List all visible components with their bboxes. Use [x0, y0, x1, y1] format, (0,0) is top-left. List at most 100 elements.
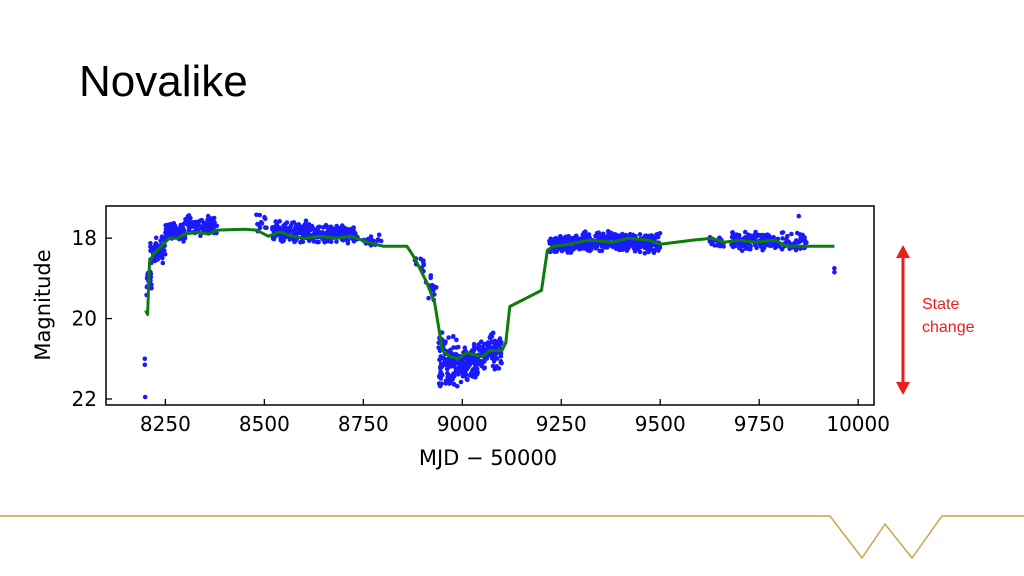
data-point [458, 360, 463, 366]
data-point [439, 372, 445, 378]
data-point [316, 230, 322, 236]
data-point [730, 230, 735, 235]
data-point [566, 234, 571, 239]
data-point [462, 345, 468, 351]
data-point [499, 340, 504, 345]
data-point [632, 249, 638, 254]
x-tick-label: 9500 [635, 412, 686, 436]
data-point [454, 337, 459, 343]
data-point [604, 244, 610, 250]
data-point [170, 224, 176, 230]
data-point [163, 230, 168, 235]
plot-frame [105, 205, 875, 406]
x-tick-label: 9000 [437, 412, 488, 436]
data-point [793, 247, 799, 253]
data-point [468, 360, 474, 366]
data-point [630, 244, 636, 250]
data-point [376, 232, 382, 238]
axes [105, 205, 875, 406]
data-point [322, 237, 327, 243]
data-point [434, 285, 439, 290]
data-point [152, 258, 158, 264]
x-axis-label: MJD − 50000 [419, 446, 557, 470]
x-tick-label: 9250 [536, 412, 587, 436]
data-point [487, 335, 493, 340]
data-point [443, 378, 449, 384]
data-point [323, 224, 328, 230]
data-point [493, 341, 498, 346]
x-tick-label: 8500 [239, 412, 290, 436]
data-point [451, 371, 456, 376]
data-point [765, 232, 770, 237]
data-point [450, 360, 456, 366]
data-point [490, 330, 496, 336]
data-point [291, 220, 297, 225]
x-tick-label: 8750 [338, 412, 389, 436]
data-point [341, 226, 346, 232]
data-point [474, 366, 479, 372]
data-point [326, 227, 332, 232]
data-point [610, 234, 616, 239]
data-point [444, 363, 450, 369]
data-point [421, 258, 426, 263]
data-point [282, 234, 287, 240]
data-point [618, 243, 624, 249]
axis-labels: 8250 8500 8750 9000 9250 9500 9750 10000 18 20 22 M… [31, 226, 890, 470]
data-point [743, 246, 749, 251]
data-point [295, 222, 301, 228]
y-tick-label: 18 [72, 226, 97, 250]
data-point [159, 251, 165, 257]
data-point [738, 241, 743, 246]
data-point [780, 236, 785, 241]
data-point [575, 236, 580, 242]
data-point [485, 340, 491, 345]
data-point [624, 248, 630, 253]
data-point [304, 232, 309, 237]
data-point [586, 232, 592, 237]
data-point [637, 232, 643, 237]
data-point [162, 248, 167, 253]
data-point [792, 240, 797, 246]
data-point [599, 248, 605, 254]
data-point [609, 230, 614, 236]
data-point [487, 345, 492, 350]
data-point [428, 275, 434, 281]
data-point [494, 356, 500, 361]
data-point [476, 342, 481, 347]
data-point [186, 217, 191, 223]
data-point [375, 238, 380, 243]
data-point [641, 241, 647, 246]
data-point [170, 230, 175, 235]
data-point [445, 371, 450, 376]
data-point [593, 245, 598, 251]
data-point [450, 334, 456, 340]
annotation-line-2: change [922, 319, 975, 336]
data-point [368, 234, 374, 239]
data-point [442, 340, 448, 346]
data-point [453, 365, 458, 371]
data-point [277, 219, 283, 224]
data-point [212, 223, 218, 229]
data-point [552, 239, 558, 245]
data-point [559, 248, 565, 254]
data-point [458, 379, 464, 385]
data-point [472, 370, 477, 376]
data-point [565, 250, 571, 255]
data-point [449, 363, 455, 369]
data-point [719, 242, 725, 248]
data-point [730, 244, 736, 249]
data-point [642, 251, 648, 256]
data-point [179, 226, 185, 231]
data-point [587, 243, 593, 248]
data-point [153, 241, 158, 247]
data-point [149, 282, 154, 287]
data-point [496, 366, 502, 371]
data-point [340, 231, 346, 237]
y-tick-label: 20 [72, 307, 97, 331]
data-point [148, 241, 153, 246]
data-point [785, 233, 790, 239]
data-point [748, 246, 753, 252]
data-point [479, 362, 485, 367]
data-point [440, 361, 445, 367]
data-point [350, 225, 356, 231]
